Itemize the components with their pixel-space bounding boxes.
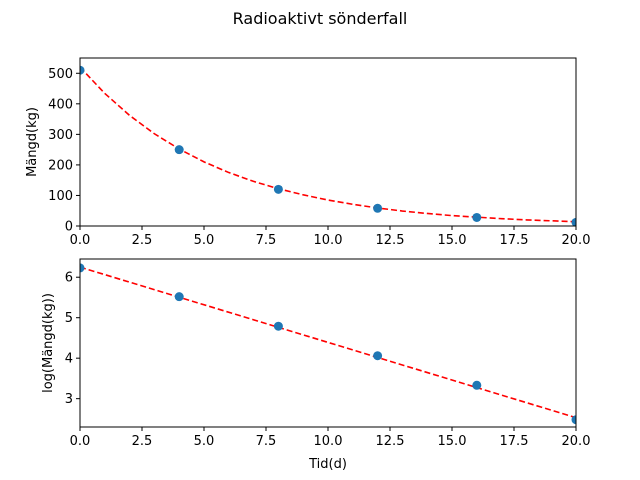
x-tick-label: 2.5 bbox=[132, 233, 153, 248]
x-tick-label: 10.0 bbox=[314, 434, 343, 449]
x-tick-label: 7.5 bbox=[256, 434, 277, 449]
y-tick-label: 300 bbox=[48, 128, 73, 143]
x-tick-label: 2.5 bbox=[132, 434, 153, 449]
x-tick-label: 17.5 bbox=[500, 233, 529, 248]
y-tick-label: 5 bbox=[65, 311, 73, 326]
x-tick-label: 0.0 bbox=[70, 233, 91, 248]
x-tick-label: 5.0 bbox=[194, 233, 215, 248]
y-tick-label: 6 bbox=[65, 271, 73, 286]
y-axis-label: Mängd(kg) bbox=[25, 107, 40, 177]
y-axis-label: log(Mängd(kg)) bbox=[41, 293, 56, 393]
x-tick-label: 12.5 bbox=[376, 434, 405, 449]
subplot-top: 0.0 2.5 5.0 7.5 10.0 12.5 15.0 17.5 20.0 0 100 200 3… bbox=[25, 57, 591, 248]
y-tick-label: 0 bbox=[65, 220, 73, 235]
x-tick-label: 7.5 bbox=[256, 233, 277, 248]
y-tick-label: 200 bbox=[48, 158, 73, 173]
data-point bbox=[80, 263, 85, 273]
x-axis-label: Tid(d) bbox=[308, 457, 347, 472]
data-point bbox=[472, 380, 482, 390]
data-point bbox=[373, 203, 383, 213]
y-tick-label: 400 bbox=[48, 97, 73, 112]
subplot-bottom: 0.0 2.5 5.0 7.5 10.0 12.5 15.0 17.5 20.0 3 4 5 6 log(… bbox=[41, 258, 591, 472]
data-point bbox=[273, 321, 283, 331]
data-point bbox=[174, 292, 184, 302]
data-point bbox=[472, 212, 482, 222]
x-tick-label: 20.0 bbox=[562, 434, 591, 449]
x-tick-label: 20.0 bbox=[562, 233, 591, 248]
x-tick-label: 15.0 bbox=[438, 434, 467, 449]
x-tick-label: 17.5 bbox=[500, 434, 529, 449]
x-tick-label: 12.5 bbox=[376, 233, 405, 248]
data-point bbox=[80, 65, 85, 75]
x-tick-label: 15.0 bbox=[438, 233, 467, 248]
y-tick-label: 100 bbox=[48, 189, 73, 204]
data-point bbox=[273, 184, 283, 194]
data-point bbox=[571, 217, 576, 226]
axes-frame bbox=[79, 258, 577, 428]
axes-frame bbox=[79, 57, 577, 227]
data-point bbox=[174, 145, 184, 155]
x-tick-label: 0.0 bbox=[70, 434, 91, 449]
x-tick-label: 10.0 bbox=[314, 233, 343, 248]
fit-line bbox=[80, 66, 576, 223]
data-point bbox=[373, 351, 383, 361]
y-tick-label: 3 bbox=[65, 392, 73, 407]
y-tick-label: 500 bbox=[48, 67, 73, 82]
chart-title: Radioaktivt sönderfall bbox=[233, 9, 408, 28]
data-point bbox=[571, 415, 576, 425]
fit-line bbox=[80, 266, 576, 419]
y-tick-label: 4 bbox=[65, 352, 73, 367]
x-tick-label: 5.0 bbox=[194, 434, 215, 449]
